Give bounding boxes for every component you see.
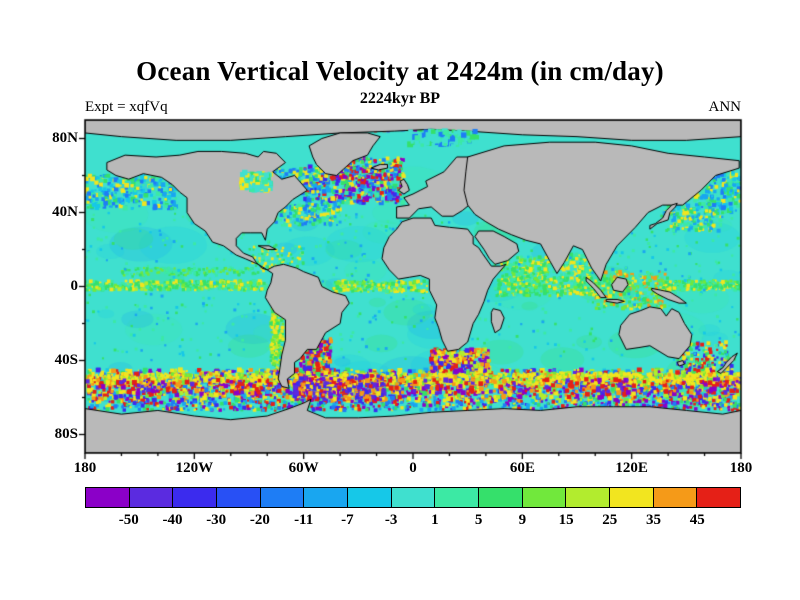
y-tick-label: 80S — [54, 425, 78, 442]
colorbar-cell — [304, 488, 349, 507]
colorbar — [85, 487, 741, 508]
colorbar-label: -40 — [162, 512, 183, 528]
x-tick-label: 0 — [409, 460, 417, 476]
colorbar-cell — [217, 488, 261, 507]
y-tick-label: 40N — [52, 203, 78, 220]
colorbar-cell — [610, 488, 654, 507]
colorbar-cell — [479, 488, 523, 507]
colorbar-label: 45 — [689, 512, 705, 528]
chart-title: Ocean Vertical Velocity at 2424m (in cm/… — [136, 56, 664, 86]
colorbar-cell — [566, 488, 611, 507]
colorbar-cell — [348, 488, 392, 507]
x-tick-label: 60W — [288, 460, 319, 476]
x-tick-label: 120E — [615, 460, 648, 476]
y-tick-label: 0 — [70, 277, 79, 294]
colorbar-label: 5 — [474, 512, 483, 528]
colorbar-label: -50 — [118, 512, 139, 528]
experiment-label: Expt = xqfVq — [85, 99, 168, 115]
world-map-canvas — [70, 112, 756, 464]
colorbar-label: 9 — [518, 512, 527, 528]
colorbar-cell — [260, 488, 305, 507]
x-tick-label: 60E — [509, 460, 535, 476]
colorbar-label: -30 — [206, 512, 227, 528]
colorbar-label: 25 — [602, 512, 618, 528]
y-tick-label: 40S — [54, 351, 78, 368]
x-tick-label: 120W — [175, 460, 214, 476]
colorbar-label: -3 — [384, 512, 398, 528]
y-tick-label: 80N — [52, 129, 78, 146]
colorbar-label: -11 — [294, 512, 314, 528]
colorbar-cell — [391, 488, 436, 507]
colorbar-cell — [435, 488, 480, 507]
colorbar-cell — [129, 488, 174, 507]
colorbar-cell — [522, 488, 567, 507]
colorbar-cell — [653, 488, 698, 507]
colorbar-label: 35 — [646, 512, 662, 528]
colorbar-label: 1 — [431, 512, 439, 528]
chart-subtitle: 2224kyr BP — [359, 90, 441, 107]
x-tick-label: 180 — [729, 460, 753, 476]
colorbar-cell — [697, 488, 741, 507]
x-tick-label: 180 — [73, 460, 97, 476]
colorbar-label: 15 — [558, 512, 574, 528]
colorbar-label: -7 — [341, 512, 354, 528]
season-label: ANN — [708, 99, 742, 115]
colorbar-cell — [173, 488, 218, 507]
colorbar-cell — [86, 488, 130, 507]
colorbar-label: -20 — [249, 512, 270, 528]
